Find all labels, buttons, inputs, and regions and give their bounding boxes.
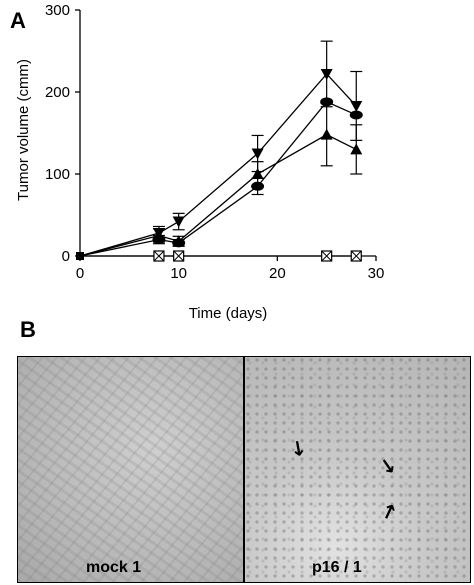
arrow-icon: ↗	[377, 499, 402, 527]
data-point	[349, 110, 363, 120]
arrow-icon: ↘	[284, 435, 311, 463]
series-line	[79, 101, 357, 257]
x-tick-label: 0	[76, 265, 84, 282]
data-point-cross	[173, 250, 185, 262]
x-tick-label: 20	[269, 265, 286, 282]
data-point	[320, 68, 333, 80]
data-point	[320, 128, 333, 140]
data-point	[251, 168, 264, 179]
data-point	[152, 229, 165, 241]
chart-marks	[76, 40, 363, 262]
x-axis-label: Time (days)	[189, 305, 268, 322]
chart-axes: 0 100 200 300 0 10 20 30	[45, 2, 384, 282]
micrograph-mock	[17, 356, 244, 583]
data-point	[350, 100, 363, 112]
data-point-cross	[321, 250, 333, 262]
micrograph-label-p16: p16 / 1	[312, 559, 362, 576]
data-point-cross	[153, 250, 165, 262]
x-tick-label: 30	[368, 265, 385, 282]
y-tick-label: 100	[45, 166, 70, 183]
micrograph-p16: ↘ ↘ ↗	[244, 356, 471, 583]
data-point-cross	[350, 250, 362, 262]
series-line	[79, 72, 357, 257]
data-point	[172, 235, 185, 247]
data-point	[76, 252, 84, 260]
data-point	[320, 97, 334, 107]
panel-b-label: B	[20, 317, 36, 342]
data-point	[251, 148, 264, 160]
data-point	[172, 216, 185, 228]
y-tick-label: 200	[45, 84, 70, 101]
y-axis-label: Tumor volume (cmm)	[15, 59, 32, 201]
series-line	[79, 133, 357, 257]
micrograph-label-mock: mock 1	[86, 559, 142, 576]
tumor-volume-chart: 0 100 200 300 0 10 20 30 Tumor volume (cmm) Tim…	[15, 2, 384, 322]
arrow-icon: ↘	[377, 454, 398, 480]
panel-a-label: A	[10, 8, 26, 33]
y-tick-label: 300	[45, 2, 70, 19]
y-tick-label: 0	[62, 248, 70, 265]
data-point	[350, 143, 363, 155]
x-tick-label: 10	[170, 265, 187, 282]
